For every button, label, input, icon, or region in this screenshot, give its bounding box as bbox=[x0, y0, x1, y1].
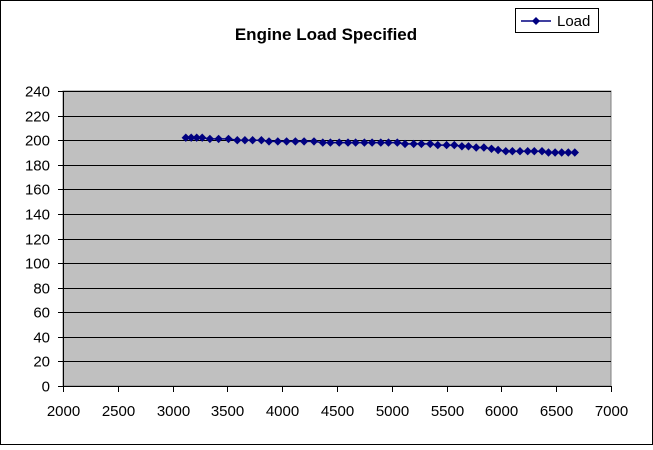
y-tick-label: 220 bbox=[25, 109, 50, 126]
data-point-load bbox=[515, 147, 525, 156]
data-point-load bbox=[192, 133, 201, 142]
data-point-load bbox=[187, 133, 196, 142]
data-point-load bbox=[472, 143, 481, 152]
data-point-load bbox=[248, 136, 257, 145]
y-tick-label: 0 bbox=[42, 379, 50, 396]
data-point-load bbox=[282, 137, 291, 146]
x-tick-label: 7000 bbox=[595, 403, 628, 420]
data-point-load bbox=[326, 138, 335, 147]
data-point-load bbox=[233, 136, 242, 145]
y-tick-label: 140 bbox=[25, 207, 50, 224]
y-tick-label: 180 bbox=[25, 158, 50, 175]
data-point-load bbox=[318, 138, 327, 147]
data-point-load bbox=[240, 136, 250, 145]
data-point-load bbox=[550, 148, 560, 157]
plot-area: 0 20 40 60 80 100 120 140 160 180 200 220 240 2000 250… bbox=[25, 84, 628, 421]
y-tick-label: 240 bbox=[25, 84, 50, 101]
data-point-load bbox=[393, 138, 402, 147]
data-point-load bbox=[205, 134, 215, 144]
data-point-load bbox=[376, 138, 385, 147]
data-point-load bbox=[309, 137, 319, 146]
data-point-load bbox=[224, 134, 233, 144]
data-point-load bbox=[351, 138, 360, 147]
data-point-load bbox=[273, 137, 282, 146]
data-point-load bbox=[479, 143, 489, 152]
x-tick-label: 2500 bbox=[102, 403, 135, 420]
x-tick-label: 5500 bbox=[431, 403, 464, 420]
data-point-load bbox=[360, 138, 369, 147]
data-point-load bbox=[508, 147, 517, 156]
data-point-load bbox=[530, 147, 539, 156]
y-tick-label: 80 bbox=[33, 281, 50, 298]
data-point-load bbox=[544, 148, 553, 157]
legend-diamond-marker bbox=[532, 17, 540, 25]
x-tick-label: 6000 bbox=[485, 403, 518, 420]
data-point-load bbox=[291, 137, 300, 146]
data-point-load bbox=[198, 133, 207, 142]
x-tick-label: 3500 bbox=[211, 403, 244, 420]
y-tick-label: 160 bbox=[25, 182, 50, 199]
x-tick-label: 6500 bbox=[540, 403, 573, 420]
data-point-load bbox=[487, 144, 496, 153]
data-point-load bbox=[442, 140, 451, 150]
y-tick-label: 60 bbox=[33, 305, 50, 322]
data-point-load bbox=[257, 136, 266, 145]
data-point-load bbox=[343, 138, 353, 147]
data-point-load bbox=[450, 140, 459, 150]
data-point-load bbox=[335, 138, 344, 147]
legend-label-load: Load bbox=[557, 13, 590, 30]
x-tick-label: 5000 bbox=[376, 403, 409, 420]
data-point-load bbox=[570, 148, 579, 157]
y-tick-label: 100 bbox=[25, 256, 50, 273]
data-point-load bbox=[214, 134, 223, 144]
data-point-load bbox=[367, 138, 377, 147]
y-tick-label: 40 bbox=[33, 330, 50, 347]
data-point-load bbox=[523, 147, 532, 156]
data-point-load bbox=[557, 148, 566, 157]
y-tick-label: 120 bbox=[25, 232, 50, 249]
data-point-load bbox=[181, 133, 190, 142]
data-point-load bbox=[457, 142, 467, 151]
chart-title: Engine Load Specified bbox=[235, 25, 417, 44]
data-point-load bbox=[417, 139, 426, 149]
data-point-load bbox=[264, 137, 274, 146]
data-point-load bbox=[409, 139, 418, 149]
data-point-load bbox=[433, 140, 442, 150]
legend: Load bbox=[515, 8, 599, 33]
data-point-load bbox=[299, 137, 309, 146]
data-point-load bbox=[564, 148, 573, 157]
y-tick-label: 20 bbox=[33, 354, 50, 371]
x-tick-label: 3000 bbox=[157, 403, 190, 420]
data-point-load bbox=[426, 139, 435, 149]
data-point-load bbox=[400, 139, 410, 149]
x-tick-label: 2000 bbox=[47, 403, 80, 420]
y-tick-label: 200 bbox=[25, 133, 50, 150]
data-point-load bbox=[501, 147, 510, 156]
data-point-load bbox=[384, 138, 393, 147]
x-tick-label: 4000 bbox=[266, 403, 299, 420]
x-tick-label: 4500 bbox=[321, 403, 354, 420]
plot-background bbox=[62, 90, 612, 387]
data-point-load bbox=[537, 147, 547, 156]
data-point-load bbox=[464, 142, 473, 151]
data-point-load bbox=[493, 145, 503, 155]
